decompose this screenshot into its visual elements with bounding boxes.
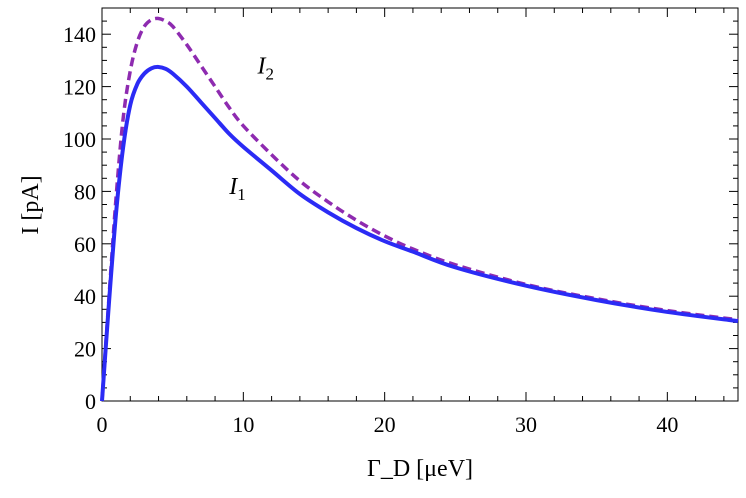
- x-tick-label: 0: [97, 412, 108, 437]
- series-line-i1: [100, 64, 739, 402]
- axis-ticks: [101, 7, 738, 402]
- y-tick-label: 0: [85, 389, 96, 414]
- series-label-i1: I1: [228, 174, 246, 204]
- y-axis-title: I [pA]: [18, 175, 44, 234]
- x-tick-label: 30: [515, 412, 537, 437]
- y-tick-label: 80: [74, 179, 96, 204]
- series-label-main: I: [256, 54, 266, 80]
- series-label-subscript: 2: [265, 65, 274, 84]
- y-tick-label: 100: [63, 127, 96, 152]
- y-tick-label: 20: [74, 337, 96, 362]
- series-label-subscript: 1: [237, 185, 246, 204]
- x-tick-label: 40: [656, 412, 678, 437]
- series-label-main: I: [228, 174, 238, 200]
- x-axis-title: Γ_D [μeV]: [367, 456, 473, 482]
- series-line-i2: [100, 16, 739, 402]
- plot-frame: [101, 7, 739, 402]
- y-tick-label: 40: [74, 284, 96, 309]
- x-tick-label: 20: [374, 412, 396, 437]
- x-tick-label: 10: [232, 412, 254, 437]
- y-tick-label: 120: [63, 75, 96, 100]
- series-label-i2: I2: [256, 54, 274, 84]
- axis-tick-labels: 0 10 20 30 40 0 20 40 60 80 100 120 140: [63, 22, 678, 437]
- y-tick-label: 60: [74, 232, 96, 257]
- y-tick-label: 140: [63, 22, 96, 47]
- series-lines: [100, 16, 739, 402]
